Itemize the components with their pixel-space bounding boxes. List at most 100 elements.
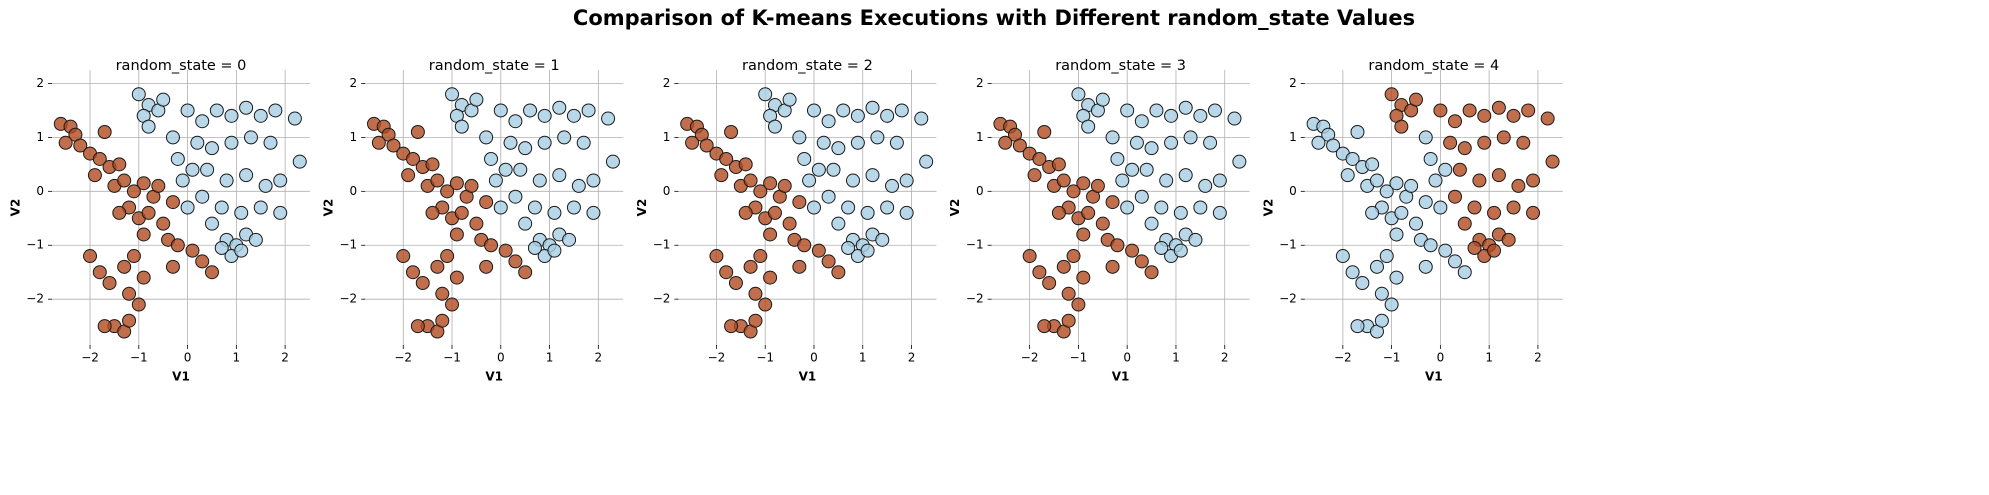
- point: [430, 259, 445, 274]
- point: [97, 125, 112, 140]
- y-tick-label: −2: [26, 292, 44, 306]
- x-tick-label: 2: [595, 351, 603, 365]
- point: [850, 108, 865, 123]
- point: [1178, 168, 1193, 183]
- point: [1037, 125, 1052, 140]
- point: [479, 195, 494, 210]
- point: [1173, 205, 1188, 220]
- point: [782, 92, 797, 107]
- point: [753, 249, 768, 264]
- y-tick-label: 2: [36, 76, 44, 90]
- point: [1105, 195, 1120, 210]
- point: [1090, 178, 1105, 193]
- point: [821, 114, 836, 129]
- point: [1418, 195, 1433, 210]
- point: [1154, 240, 1169, 255]
- point: [131, 297, 146, 312]
- subplot-title: random_state = 2: [742, 58, 873, 74]
- x-tick-label: 0: [497, 351, 505, 365]
- point: [1144, 216, 1159, 231]
- point: [136, 270, 151, 285]
- point: [537, 135, 552, 150]
- point: [449, 176, 464, 191]
- point: [234, 243, 249, 258]
- point: [117, 173, 132, 188]
- point: [763, 270, 778, 285]
- point: [258, 178, 273, 193]
- point: [1467, 200, 1482, 215]
- point: [122, 313, 137, 328]
- point: [1438, 162, 1453, 177]
- x-tick-label: 2: [1534, 351, 1542, 365]
- x-tick-label: 0: [1437, 351, 1445, 365]
- point: [1501, 232, 1516, 247]
- point: [1095, 216, 1110, 231]
- point: [1051, 205, 1066, 220]
- point: [112, 157, 127, 172]
- x-tick-label: −2: [81, 351, 99, 365]
- point: [1178, 100, 1193, 115]
- point: [831, 265, 846, 280]
- point: [1477, 108, 1492, 123]
- x-axis-label: V1: [485, 370, 503, 384]
- point: [1355, 275, 1370, 290]
- point: [758, 87, 773, 102]
- point: [503, 135, 518, 150]
- point: [1379, 249, 1394, 264]
- point: [1345, 265, 1360, 280]
- point: [112, 205, 127, 220]
- point: [1452, 162, 1467, 177]
- y-tick-label: 1: [1289, 130, 1297, 144]
- y-tick-label: 1: [36, 130, 44, 144]
- y-tick-label: −2: [339, 292, 357, 306]
- point: [738, 157, 753, 172]
- point: [180, 103, 195, 118]
- point: [224, 135, 239, 150]
- y-tick-label: −1: [966, 238, 984, 252]
- point: [724, 125, 739, 140]
- y-tick-label: 2: [350, 76, 358, 90]
- point: [204, 141, 219, 156]
- y-tick-label: −1: [26, 238, 44, 252]
- point: [1491, 100, 1506, 115]
- y-axis-label: V2: [635, 199, 649, 217]
- point: [410, 319, 425, 334]
- point: [685, 135, 700, 150]
- point: [1066, 184, 1081, 199]
- point: [1022, 249, 1037, 264]
- point: [136, 227, 151, 242]
- point: [1389, 227, 1404, 242]
- point: [1134, 254, 1149, 269]
- point: [97, 319, 112, 334]
- point: [753, 184, 768, 199]
- point: [479, 259, 494, 274]
- point: [743, 173, 758, 188]
- x-axis-label: V1: [1112, 370, 1130, 384]
- x-tick-label: −2: [394, 351, 412, 365]
- point: [92, 265, 107, 280]
- point: [180, 200, 195, 215]
- point: [214, 200, 229, 215]
- point: [151, 178, 166, 193]
- point: [469, 92, 484, 107]
- point: [1095, 92, 1110, 107]
- y-tick-label: −1: [1279, 238, 1297, 252]
- point: [1384, 297, 1399, 312]
- point: [532, 173, 547, 188]
- y-tick-label: −2: [966, 292, 984, 306]
- point: [1110, 238, 1125, 253]
- point: [273, 205, 288, 220]
- x-axis-label: V1: [799, 370, 817, 384]
- point: [435, 286, 450, 301]
- point: [1433, 103, 1448, 118]
- point: [1110, 151, 1125, 166]
- point: [195, 254, 210, 269]
- point: [821, 189, 836, 204]
- x-tick-label: −2: [1334, 351, 1352, 365]
- point: [738, 205, 753, 220]
- x-tick-label: 0: [1123, 351, 1131, 365]
- point: [454, 205, 469, 220]
- point: [1394, 119, 1409, 134]
- point: [865, 168, 880, 183]
- point: [885, 178, 900, 193]
